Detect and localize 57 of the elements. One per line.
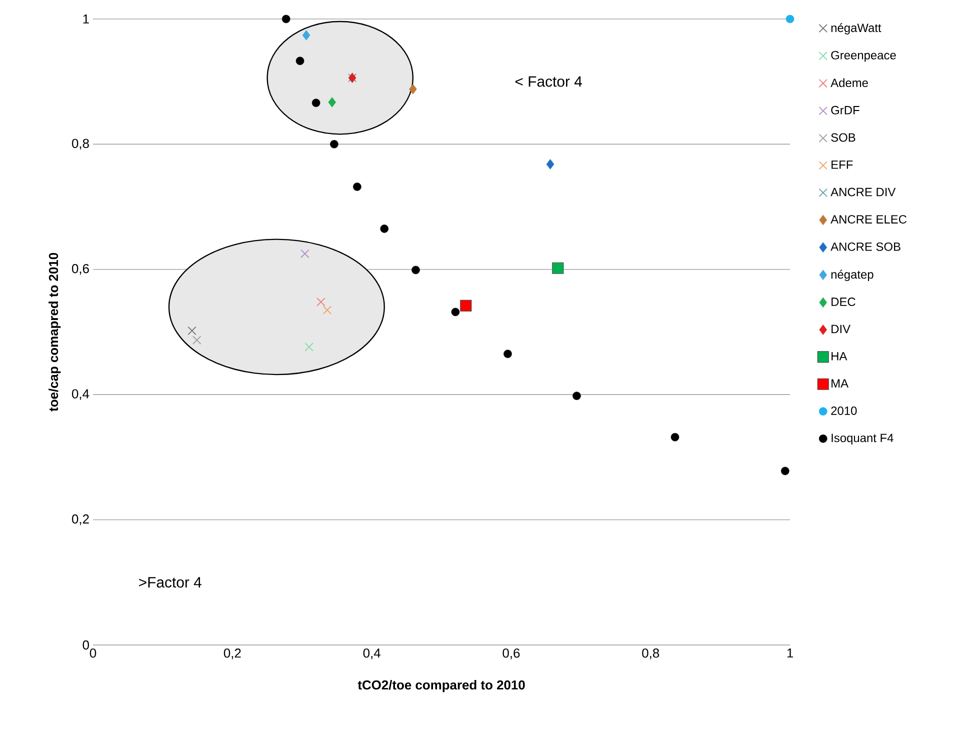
point [192,336,202,344]
y-tick-label: 0 [82,640,89,650]
legend-label: ANCRE ELEC [830,215,907,224]
point [409,84,417,94]
point [300,249,310,258]
y-tick-label: 1 [83,14,89,24]
point [412,266,420,274]
legend-label: négatep [831,270,874,282]
point [552,262,564,274]
legend-label: DEC [832,298,856,306]
y-tick-label: 0,2 [72,514,89,526]
point [380,224,389,233]
x-tick-label: 0,2 [224,648,241,660]
point [316,298,326,306]
point [504,350,512,358]
x-tick-label: 0,8 [642,648,660,660]
x-tick-label: 1 [787,648,793,658]
legend-label: ANCRE SOB [830,242,900,251]
point [780,466,790,476]
point [786,14,794,24]
x-axis-title: tCO2/toe compared to 2010 [358,680,525,692]
point [312,98,320,108]
point [670,433,680,442]
y-axis-title: toe/cap comapred to 2010 [48,252,61,412]
annotation: < Factor 4 [515,76,582,87]
legend-label: Greenpeace [831,50,896,62]
point [353,182,362,191]
point [282,14,290,24]
point [322,306,332,314]
x-tick-label: 0,6 [502,648,520,660]
legend-label: HA [832,352,848,360]
legend-label: MA [832,379,848,388]
point [188,326,196,336]
annotation: >Factor 4 [139,577,202,588]
point [302,30,310,40]
x-tick-label: 0,4 [363,648,380,660]
point [546,159,554,170]
y-tick-label: 0,8 [72,138,89,150]
x-tick-label: 0 [90,648,96,658]
legend-label: EFF [832,160,853,169]
point [460,300,472,312]
legend-label: 2010 [831,406,857,415]
legend-label: SOB [831,133,856,142]
y-tick-label: 0,6 [72,264,89,275]
legend-label: ANCRE DIV [830,188,896,196]
point [330,140,338,148]
point [304,342,314,352]
y-tick-label: 0,4 [72,389,90,400]
legend-label: DIV [832,324,850,334]
legend-label: GrDF [831,106,860,114]
point [328,97,336,108]
legend-label: Isoquant F4 [832,434,894,445]
legend-label: négaWatt [831,23,882,34]
point [572,392,581,400]
point [451,308,460,316]
legend-label: Ademe [830,78,868,88]
point [296,56,304,66]
